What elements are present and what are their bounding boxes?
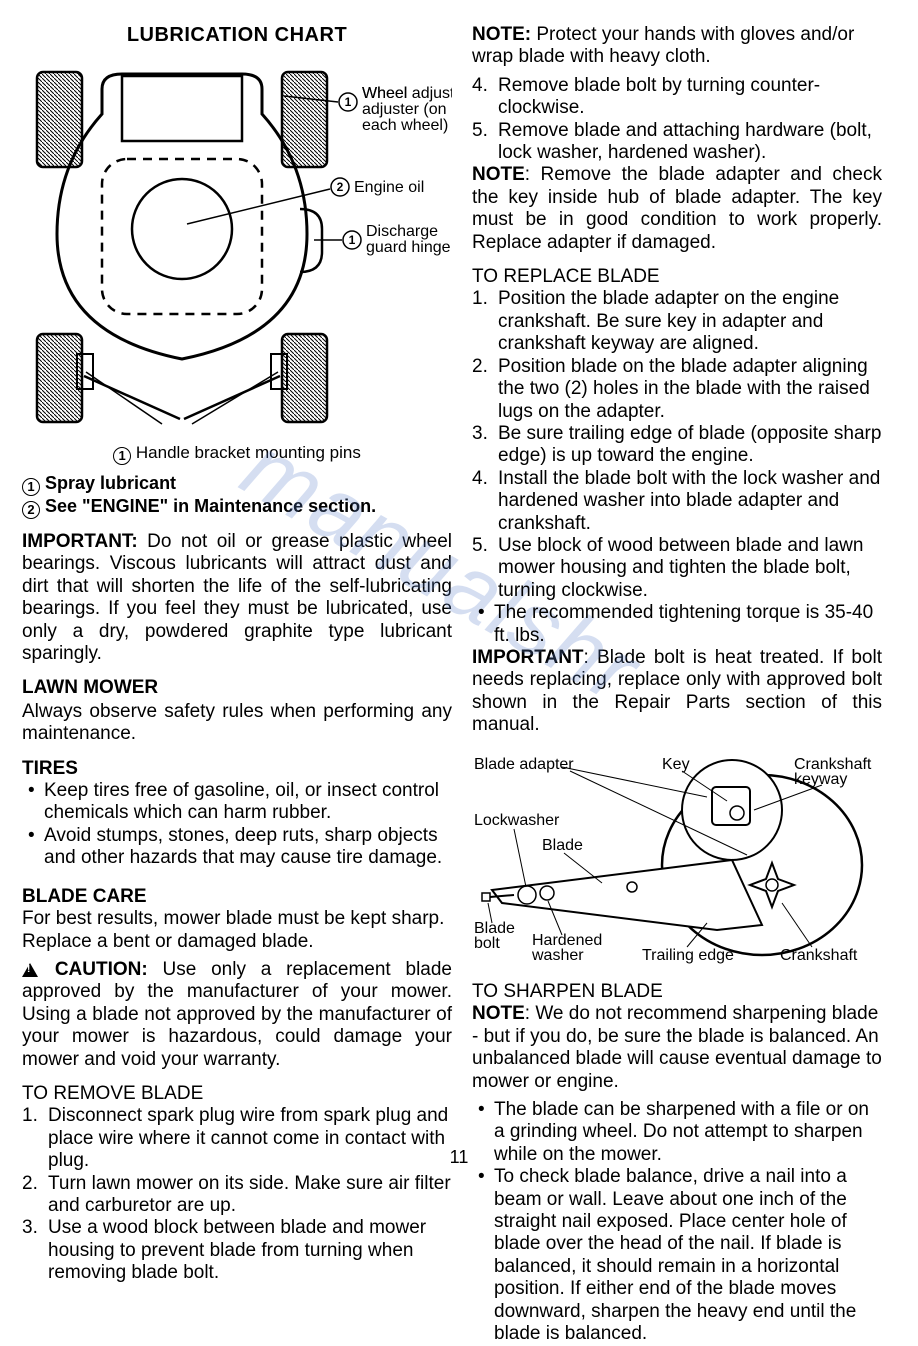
torque-bullet: The recommended tightening torque is 35-… <box>472 602 882 647</box>
list-item: The recommended tightening torque is 35-… <box>494 602 882 647</box>
right-column: NOTE: Protect your hands with gloves and… <box>472 24 882 1346</box>
svg-text:Blade: Blade <box>542 837 583 854</box>
list-item: Use a wood block between blade and mower… <box>48 1217 452 1284</box>
caution-label: CAUTION: <box>55 959 148 980</box>
list-item: Keep tires free of gasoline, oil, or ins… <box>44 780 452 825</box>
important-label: IMPORTANT: <box>22 531 138 552</box>
lubrication-chart-title: LUBRICATION CHART <box>22 24 452 48</box>
svg-text:1: 1 <box>345 95 352 109</box>
list-item: Use block of wood between blade and lawn… <box>498 535 882 602</box>
circled-one-icon: 1 <box>22 478 40 496</box>
tires-list: Keep tires free of gasoline, oil, or ins… <box>22 780 452 870</box>
sharpen-note: NOTE: We do not recommend sharpening bla… <box>472 1003 882 1093</box>
handle-pins-legend: 1 Handle bracket mounting pins <box>22 443 452 465</box>
blade-care-p1: For best results, mower blade must be ke… <box>22 908 452 953</box>
remove-blade-heading: TO REMOVE BLADE <box>22 1083 452 1105</box>
left-column: LUBRICATION CHART <box>22 24 452 1346</box>
page-number: 11 <box>450 1147 469 1168</box>
lawn-mower-text: Always observe safety rules when perform… <box>22 701 452 746</box>
svg-text:Trailing edge: Trailing edge <box>642 947 734 964</box>
sharpen-bullets: The blade can be sharpened with a file o… <box>472 1099 882 1345</box>
legend-spray: Spray lubricant <box>45 473 176 493</box>
replace-blade-heading: TO REPLACE BLADE <box>472 266 882 288</box>
blade-care-heading: BLADE CARE <box>22 886 452 908</box>
svg-text:2: 2 <box>337 180 344 194</box>
list-item: To check blade balance, drive a nail int… <box>494 1166 882 1345</box>
list-item: The blade can be sharpened with a file o… <box>494 1099 882 1166</box>
svg-text:Discharge guard hinge: Discharge guard hinge pin <box>366 223 452 256</box>
note1: NOTE: Protect your hands with gloves and… <box>472 24 882 69</box>
note2: NOTE: Remove the blade adapter and check… <box>472 164 882 254</box>
svg-text:Crankshaft keyway: Crankshaft keyway <box>794 756 876 788</box>
svg-text:Hardened washer: Hardened washer <box>531 932 607 964</box>
note-label: NOTE: <box>472 24 531 45</box>
note2-text: : Remove the blade adapter and check the… <box>472 164 882 252</box>
list-item: Install the blade bolt with the lock was… <box>498 468 882 535</box>
circled-one-icon: 1 <box>113 447 131 465</box>
lubrication-diagram: 1 Wheel adjuster (on each wheel) Wheel a… <box>22 54 452 429</box>
svg-text:Engine oil: Engine oil <box>354 179 424 196</box>
blade-assembly-diagram: Blade adapter Key Crankshaft keyway Lock… <box>472 755 882 965</box>
note-label: NOTE <box>472 1003 525 1024</box>
diagram-legend: 1 Spray lubricant 2 See "ENGINE" in Main… <box>22 473 452 519</box>
list-item: Turn lawn mower on its side. Make sure a… <box>48 1173 452 1218</box>
list-item: Be sure trailing edge of blade (opposite… <box>498 423 882 468</box>
svg-text:Crankshaft: Crankshaft <box>780 947 858 964</box>
remove-blade-steps-cont: Remove blade bolt by turning counter-clo… <box>472 75 882 165</box>
handle-pins-text: Handle bracket mounting pins <box>136 443 361 462</box>
list-item: Avoid stumps, stones, deep ruts, sharp o… <box>44 825 452 870</box>
replace-blade-steps: Position the blade adapter on the engine… <box>472 288 882 602</box>
caution-paragraph: CAUTION: Use only a replacement blade ap… <box>22 959 452 1071</box>
svg-text:Lockwasher: Lockwasher <box>474 812 560 829</box>
svg-text:Blade adapter: Blade adapter <box>474 756 574 773</box>
important2: IMPORTANT: Blade bolt is heat treated. I… <box>472 647 882 737</box>
circled-two-icon: 2 <box>22 501 40 519</box>
list-item: Disconnect spark plug wire from spark pl… <box>48 1105 452 1172</box>
tires-heading: TIRES <box>22 758 452 780</box>
list-item: Position blade on the blade adapter alig… <box>498 356 882 423</box>
list-item: Position the blade adapter on the engine… <box>498 288 882 355</box>
important-paragraph: IMPORTANT: Do not oil or grease plastic … <box>22 531 452 665</box>
lawn-mower-heading: LAWN MOWER <box>22 677 452 699</box>
svg-text:Key: Key <box>662 756 690 773</box>
svg-text:1: 1 <box>349 233 356 247</box>
remove-blade-steps: Disconnect spark plug wire from spark pl… <box>22 1105 452 1284</box>
note-label: NOTE <box>472 164 525 185</box>
sharpen-note-text: : We do not recommend sharpening blade -… <box>472 1003 882 1091</box>
warning-triangle-icon <box>22 963 38 977</box>
legend-engine: See "ENGINE" in Maintenance section. <box>45 496 376 516</box>
list-item: Remove blade bolt by turning counter-clo… <box>498 75 882 120</box>
list-item: Remove blade and attaching hardware (bol… <box>498 120 882 165</box>
svg-text:Blade bolt: Blade bolt <box>474 920 519 952</box>
important-label: IMPORTANT <box>472 647 584 668</box>
sharpen-blade-heading: TO SHARPEN BLADE <box>472 981 882 1003</box>
